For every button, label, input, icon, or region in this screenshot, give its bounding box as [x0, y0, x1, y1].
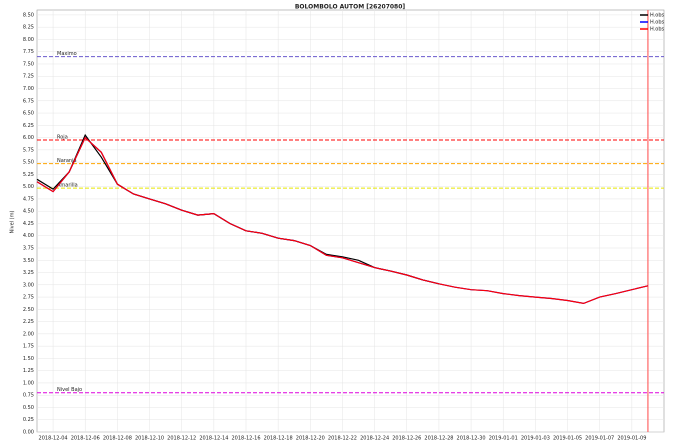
y-tick-label: 2.75	[23, 295, 34, 301]
legend-label: H.obs	[650, 20, 664, 26]
y-tick-label: 1.00	[23, 380, 34, 386]
x-tick-label: 2018-12-14	[199, 436, 228, 442]
x-tick-label: 2018-12-12	[167, 436, 196, 442]
y-tick-label: 1.75	[23, 344, 34, 350]
x-tick-label: 2019-01-05	[553, 436, 582, 442]
x-tick-label: 2018-12-24	[360, 436, 389, 442]
y-tick-label: 5.50	[23, 160, 34, 166]
threshold-label: Amarilla	[57, 183, 78, 189]
y-tick-label: 3.00	[23, 282, 34, 288]
x-tick-label: 2018-12-28	[424, 436, 453, 442]
x-tick-label: 2018-12-30	[457, 436, 486, 442]
y-axis-label: Nivel (m)	[10, 210, 16, 233]
y-tick-label: 5.75	[23, 147, 34, 153]
y-tick-label: 6.25	[23, 123, 34, 129]
threshold-label: Roja	[57, 135, 68, 141]
x-tick-label: 2019-01-01	[489, 436, 518, 442]
threshold-label: Naranja	[57, 158, 77, 164]
x-tick-label: 2018-12-06	[71, 436, 100, 442]
series-line	[36, 136, 649, 305]
y-tick-label: 7.75	[23, 49, 34, 55]
x-tick-label: 2018-12-08	[103, 436, 132, 442]
y-tick-label: 7.25	[23, 74, 34, 80]
y-tick-label: 2.50	[23, 307, 34, 313]
y-tick-label: 8.00	[23, 37, 34, 43]
y-tick-label: 0.50	[23, 405, 34, 411]
x-tick-label: 2018-12-26	[392, 436, 421, 442]
y-tick-label: 3.75	[23, 245, 34, 251]
x-tick-label: 2018-12-20	[296, 436, 325, 442]
y-tick-label: 6.00	[23, 135, 34, 141]
y-tick-label: 3.50	[23, 258, 34, 264]
x-tick-label: 2018-12-22	[328, 436, 357, 442]
x-tick-label: 2018-12-04	[39, 436, 68, 442]
y-tick-label: 1.25	[23, 368, 34, 374]
x-tick-label: 2018-12-10	[135, 436, 164, 442]
y-tick-label: 5.00	[23, 184, 34, 190]
threshold-label: Nivel Bajo	[57, 387, 82, 393]
y-tick-label: 7.00	[23, 86, 34, 92]
legend-label: H.obs	[650, 27, 664, 33]
y-tick-label: 4.75	[23, 196, 34, 202]
y-tick-label: 1.50	[23, 356, 34, 362]
y-tick-label: 6.50	[23, 111, 34, 117]
y-tick-label: 0.00	[23, 430, 34, 436]
x-tick-label: 2018-12-18	[264, 436, 293, 442]
y-tick-label: 2.00	[23, 331, 34, 337]
legend-label: H.obs	[650, 13, 664, 19]
x-tick-label: 2018-12-16	[231, 436, 260, 442]
y-tick-label: 8.50	[23, 12, 34, 18]
y-tick-label: 7.50	[23, 61, 34, 67]
chart-title: BOLOMBOLO AUTOM [26207080]	[295, 4, 406, 11]
y-tick-label: 6.75	[23, 98, 34, 104]
threshold-label: Maximo	[57, 51, 77, 57]
y-tick-label: 4.00	[23, 233, 34, 239]
y-tick-label: 0.75	[23, 393, 34, 399]
x-tick-label: 2019-01-09	[617, 436, 646, 442]
y-tick-label: 4.50	[23, 209, 34, 215]
y-tick-label: 4.25	[23, 221, 34, 227]
y-tick-label: 3.25	[23, 270, 34, 276]
x-tick-label: 2019-01-03	[521, 436, 550, 442]
y-tick-label: 0.25	[23, 417, 34, 423]
y-tick-label: 5.25	[23, 172, 34, 178]
y-tick-label: 2.25	[23, 319, 34, 325]
x-tick-label: 2019-01-07	[585, 436, 614, 442]
y-tick-label: 8.25	[23, 25, 34, 31]
